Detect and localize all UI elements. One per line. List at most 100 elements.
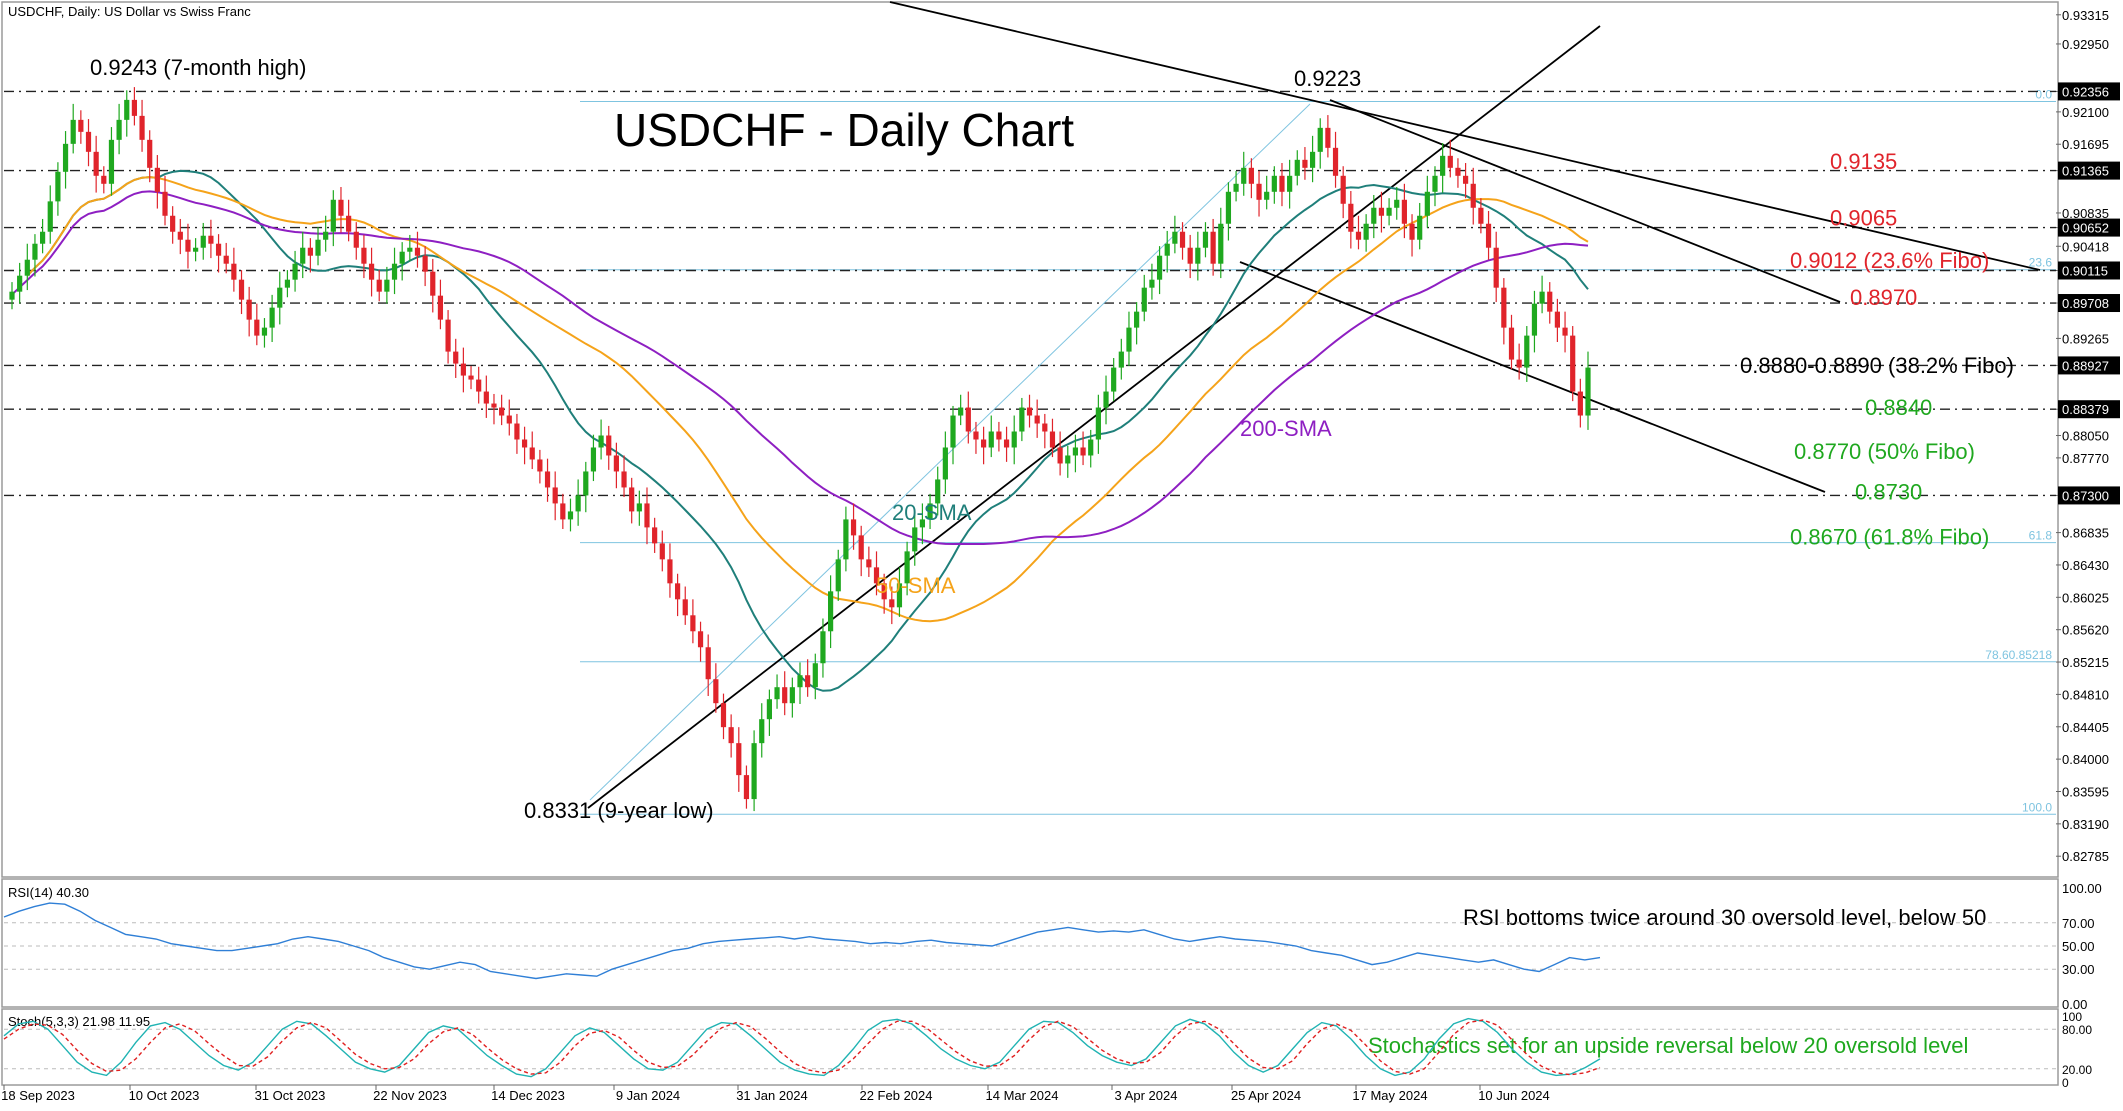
- price-tick-label: 0.92100: [2062, 105, 2109, 120]
- candle-body: [1264, 191, 1270, 200]
- date-tick-label: 17 May 2024: [1352, 1088, 1427, 1103]
- price-tick-label: 0.93315: [2062, 8, 2109, 23]
- candle-body: [1003, 439, 1010, 448]
- candle-body: [682, 599, 688, 616]
- candle-body: [1462, 175, 1469, 184]
- main-panel-frame: [1, 1, 2059, 878]
- price-tick-label: 0.82785: [2062, 849, 2109, 864]
- candle-body: [292, 263, 298, 280]
- level-label: 0.8880-0.8890 (38.2% Fibo): [1740, 353, 2014, 378]
- level-label: 0.9065: [1830, 206, 1897, 231]
- candle-body: [1241, 167, 1247, 184]
- candle-body: [261, 327, 268, 336]
- candle-body: [759, 719, 765, 744]
- candle-body: [346, 215, 352, 232]
- candle-body: [996, 431, 1002, 440]
- candle-body: [238, 279, 245, 300]
- candle-body: [1447, 155, 1453, 168]
- candle-body: [468, 375, 474, 380]
- candle-body: [743, 775, 750, 800]
- price-highlight-label: 0.92356: [2062, 84, 2109, 99]
- candle-body: [1156, 255, 1163, 280]
- level-label: 0.9135: [1830, 149, 1897, 174]
- candle-body: [185, 239, 191, 252]
- price-tick-label: 0.89265: [2062, 331, 2109, 346]
- candle-body: [705, 647, 711, 680]
- candle-body: [1409, 223, 1415, 240]
- candle-body: [736, 743, 742, 776]
- candle-body: [376, 279, 382, 292]
- stoch-signal-line: [3, 1019, 1601, 1076]
- candle-body: [246, 299, 252, 320]
- candle-body: [812, 663, 818, 688]
- candle-body: [659, 543, 665, 560]
- price-tick-label: 0.86835: [2062, 526, 2109, 541]
- candle-body: [162, 191, 168, 216]
- candle-body: [208, 235, 214, 244]
- rsi-indicator: 100.00 70.00 50.00 30.00 0.00: [3, 881, 2102, 1012]
- annotation-9-year-low: 0.8331 (9-year low): [524, 798, 714, 823]
- candle-body: [713, 679, 719, 704]
- price-highlight-label: 0.90115: [2062, 263, 2108, 278]
- candle-body: [476, 379, 482, 392]
- candle-body: [789, 687, 795, 704]
- candle-body: [361, 247, 367, 264]
- label-200-sma: 200-SMA: [1240, 416, 1332, 441]
- candle-body: [1531, 303, 1538, 336]
- fib-label: 78.60.85218: [1985, 648, 2052, 662]
- candle-body: [1577, 391, 1583, 416]
- date-tick-label: 31 Jan 2024: [736, 1088, 808, 1103]
- candle-body: [537, 459, 543, 472]
- candle-body: [384, 279, 390, 292]
- candle-body: [445, 319, 451, 352]
- candle-body: [1424, 191, 1430, 216]
- date-tick-label: 31 Oct 2023: [255, 1088, 326, 1103]
- candle-body: [85, 131, 92, 152]
- price-highlight-label: 0.87300: [2062, 488, 2109, 503]
- candle-body: [958, 407, 964, 416]
- candle-body: [1317, 127, 1323, 152]
- price-tick-label: 0.84810: [2062, 687, 2109, 702]
- candle-body: [506, 415, 512, 424]
- date-tick-label: 9 Jan 2024: [616, 1088, 680, 1103]
- price-tick-label: 0.86430: [2062, 558, 2109, 573]
- candle-body: [873, 567, 880, 584]
- candle-body: [170, 215, 176, 232]
- candle-body: [652, 527, 658, 544]
- candle-body: [307, 247, 313, 256]
- candle-body: [1095, 407, 1101, 440]
- candle-body: [499, 407, 505, 416]
- candle-body: [981, 439, 987, 448]
- candle-body: [1287, 175, 1293, 192]
- candle-body: [629, 487, 635, 512]
- candle-body: [1195, 247, 1201, 264]
- date-tick-label: 10 Oct 2023: [129, 1088, 200, 1103]
- candle-body: [353, 231, 359, 248]
- candle-body: [988, 431, 994, 448]
- candle-body: [1072, 447, 1079, 456]
- candle-body: [483, 391, 489, 404]
- price-highlight-box: [2058, 161, 2120, 180]
- rsi-tick-label: 70.00: [2062, 916, 2095, 931]
- price-tick-label: 0.85620: [2062, 623, 2109, 638]
- stoch-tick-label: 100: [2062, 1010, 2082, 1024]
- candle-body: [1340, 175, 1346, 204]
- channel-line-lower: [1239, 261, 1826, 493]
- support-resistance-lines: [4, 90, 2056, 497]
- label-20-sma: 20-SMA: [892, 500, 972, 525]
- candle-body: [223, 255, 229, 264]
- candle-body: [154, 167, 160, 192]
- price-tick-label: 0.87770: [2062, 451, 2109, 466]
- price-tick-label: 0.83190: [2062, 817, 2109, 832]
- candle-body: [1363, 223, 1369, 240]
- candle-body: [1141, 287, 1147, 312]
- price-highlight-label: 0.91365: [2062, 164, 2109, 179]
- candle-body: [338, 199, 344, 216]
- price-highlight-label: 0.88379: [2062, 402, 2109, 417]
- date-tick-label: 3 Apr 2024: [1115, 1088, 1178, 1103]
- candle-body: [330, 199, 336, 232]
- candle-body: [17, 275, 23, 292]
- candle-body: [1271, 175, 1277, 192]
- candle-body: [1248, 167, 1254, 184]
